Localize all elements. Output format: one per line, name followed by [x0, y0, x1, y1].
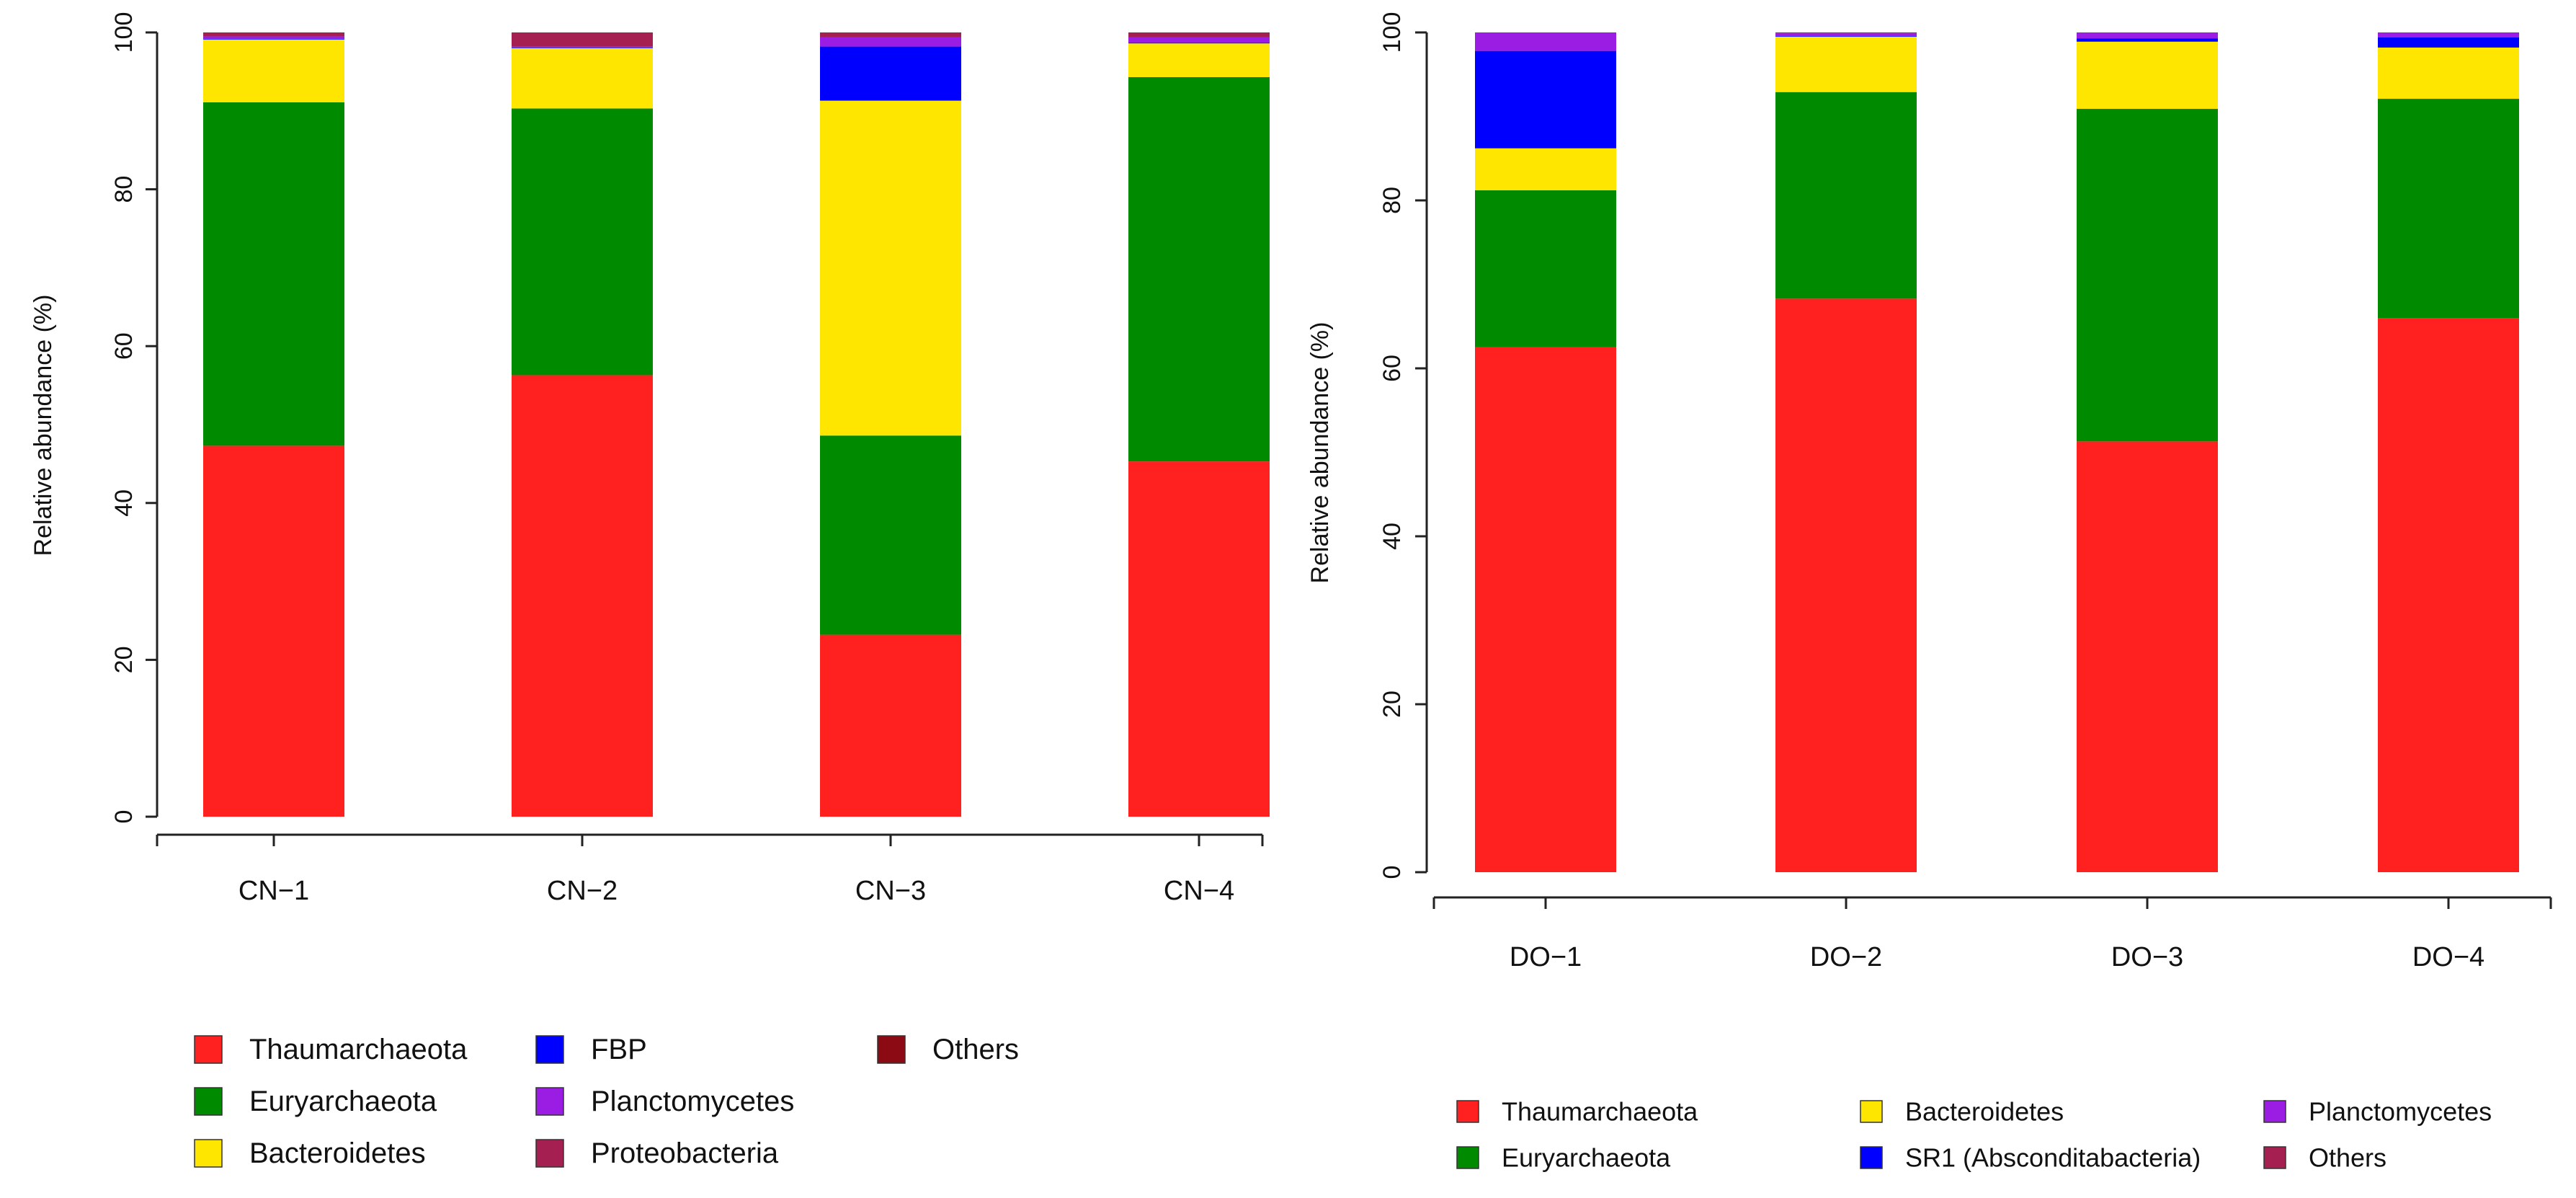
legend-swatch-others — [877, 1035, 906, 1064]
bar-segment-proteobacteria — [820, 32, 961, 37]
y-tick-label: 100 — [110, 12, 138, 53]
bar-segment-euryarchaeota — [2077, 109, 2218, 442]
bar-segment-planctomycetes — [1128, 37, 1270, 43]
x-tick-label: DO−4 — [2412, 942, 2484, 972]
legend-swatch-bacteroidetes — [1860, 1100, 1883, 1123]
bar-segment-proteobacteria — [1128, 32, 1270, 37]
legend-swatch-planctomycetes — [535, 1087, 564, 1116]
bar-segment-euryarchaeota — [1475, 190, 1616, 347]
bar-segment-planctomycetes — [203, 36, 344, 39]
y-axis-label: Relative abundance (%) — [1306, 322, 1334, 584]
bar-segment-bacteroidetes — [2378, 47, 2519, 99]
bar-segment-sr1-absconditabacteria — [1775, 35, 1917, 37]
x-tick-label: DO−3 — [2111, 942, 2183, 972]
y-tick-label: 0 — [1378, 866, 1406, 879]
bar-segment-sr1-absconditabacteria — [1475, 50, 1616, 148]
x-tick-label: DO−2 — [1810, 942, 1882, 972]
chart-panel-do: 0 20 40 60 80 100 Relative abundance (%) DO−1 DO… — [1306, 12, 2552, 1173]
bar-segment-thaumarchaeota — [203, 445, 344, 817]
chart-panel-cn: 0 20 40 60 80 100 Relative abundance (%) CN−1 CN… — [30, 12, 1270, 1169]
bar-segment-planctomycetes — [1475, 32, 1616, 51]
y-tick-label: 80 — [110, 176, 138, 203]
bar-segment-fbp — [820, 46, 961, 101]
bar-segment-euryarchaeota — [2378, 99, 2519, 319]
bar-segment-thaumarchaeota — [1475, 347, 1616, 872]
bar-segment-proteobacteria — [203, 32, 344, 37]
legend-label: Planctomycetes — [591, 1086, 794, 1117]
y-tick-label: 20 — [110, 646, 138, 673]
bar-segment-others — [1775, 32, 1917, 34]
x-tick-label: CN−4 — [1164, 876, 1234, 906]
legend-label: Bacteroidetes — [249, 1137, 426, 1169]
bar-segment-euryarchaeota — [820, 435, 961, 635]
y-tick-label: 100 — [1378, 12, 1406, 53]
legend-swatch-thaumarchaeota — [1456, 1100, 1479, 1123]
y-tick-label: 60 — [110, 332, 138, 360]
bar-segment-proteobacteria — [512, 32, 653, 47]
legend-swatch-euryarchaeota — [1456, 1146, 1479, 1169]
legend-label: Bacteroidetes — [1905, 1097, 2064, 1127]
bar-segment-fbp — [203, 38, 344, 40]
bar-segment-bacteroidetes — [203, 39, 344, 102]
legend-label: SR1 (Absconditabacteria) — [1905, 1143, 2201, 1173]
y-tick-label: 20 — [1378, 691, 1406, 718]
bar-segment-bacteroidetes — [1775, 36, 1917, 92]
legend-swatch-bacteroidetes — [194, 1139, 223, 1168]
bar-segment-planctomycetes — [1775, 33, 1917, 36]
x-tick-label: CN−3 — [855, 876, 926, 906]
bar-segment-thaumarchaeota — [512, 375, 653, 817]
bar-segment-sr1-absconditabacteria — [2077, 38, 2218, 42]
bar-segment-sr1-absconditabacteria — [2378, 37, 2519, 48]
legend-swatch-proteobacteria — [535, 1139, 564, 1168]
bar-segment-euryarchaeota — [1775, 92, 1917, 299]
bar-segment-euryarchaeota — [512, 108, 653, 376]
bar-segment-thaumarchaeota — [1775, 298, 1917, 872]
bar-segment-thaumarchaeota — [2077, 441, 2218, 872]
legend-label: FBP — [591, 1034, 647, 1065]
bar-segment-euryarchaeota — [203, 102, 344, 446]
legend-swatch-euryarchaeota — [194, 1087, 223, 1116]
legend-label: Euryarchaeota — [249, 1086, 437, 1117]
bar-segment-thaumarchaeota — [2378, 318, 2519, 873]
legend-label: Thaumarchaeota — [249, 1034, 468, 1065]
legend-swatch-planctomycetes — [2263, 1100, 2286, 1123]
bar-segment-bacteroidetes — [820, 100, 961, 436]
y-tick-label: 60 — [1378, 355, 1406, 382]
legend-label: Others — [2309, 1143, 2386, 1173]
y-tick-label: 80 — [1378, 187, 1406, 214]
legend-swatch-fbp — [535, 1035, 564, 1064]
y-tick-label: 40 — [110, 489, 138, 517]
x-tick-label: CN−2 — [547, 876, 618, 906]
bar-segment-thaumarchaeota — [1128, 461, 1270, 817]
bar-segment-bacteroidetes — [1128, 43, 1270, 78]
legend-label: Proteobacteria — [591, 1137, 779, 1169]
bar-segment-euryarchaeota — [1128, 77, 1270, 462]
bar-segment-bacteroidetes — [1475, 148, 1616, 191]
bar-segment-planctomycetes — [2077, 32, 2218, 39]
bar-segment-thaumarchaeota — [820, 634, 961, 817]
legend-swatch-thaumarchaeota — [194, 1035, 223, 1064]
x-tick-label: DO−1 — [1510, 942, 1582, 972]
bar-segment-bacteroidetes — [2077, 41, 2218, 110]
legend-swatch-sr1-absconditabacteria — [1860, 1146, 1883, 1169]
legend-swatch-others — [2263, 1146, 2286, 1169]
y-axis-label: Relative abundance (%) — [30, 295, 57, 556]
bar-segment-planctomycetes — [2378, 32, 2519, 37]
y-tick-label: 40 — [1378, 523, 1406, 550]
legend-label: Others — [932, 1034, 1019, 1065]
bar-segment-planctomycetes — [512, 46, 653, 48]
legend-label: Planctomycetes — [2309, 1097, 2492, 1127]
x-tick-label: CN−1 — [239, 876, 309, 906]
y-tick-label: 0 — [110, 810, 138, 824]
bar-segment-bacteroidetes — [512, 48, 653, 109]
legend-label: Thaumarchaeota — [1502, 1097, 1698, 1127]
bar-segment-planctomycetes — [820, 37, 961, 47]
legend-label: Euryarchaeota — [1502, 1143, 1671, 1173]
